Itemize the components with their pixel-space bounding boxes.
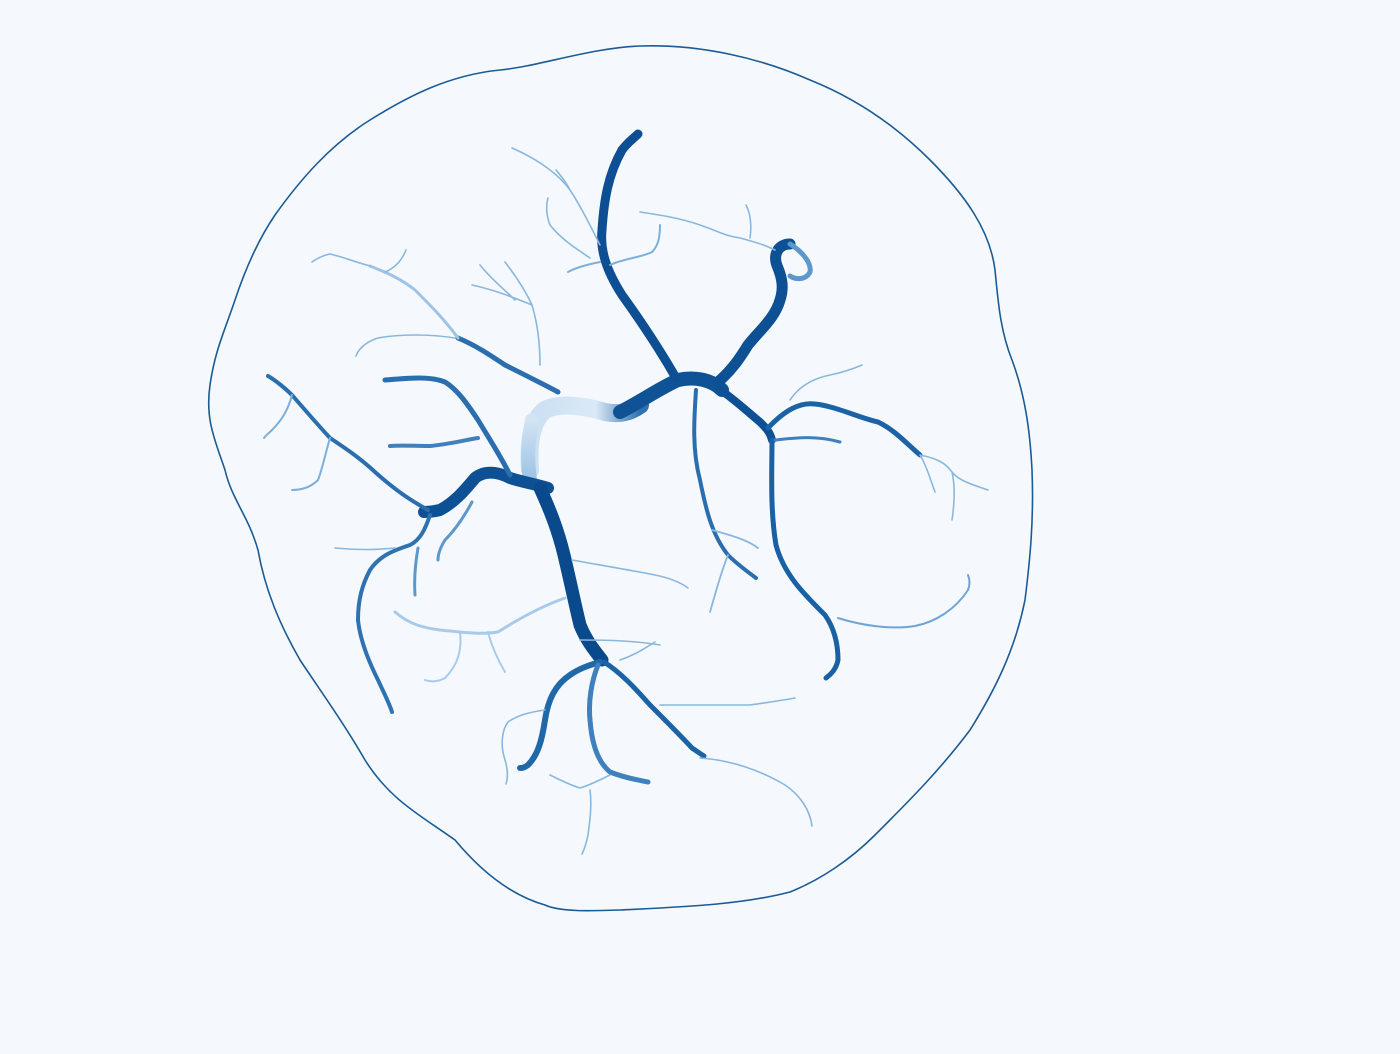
curl-vessel [787, 241, 813, 282]
right-fine-twig-1 [919, 454, 989, 521]
lower-fork-right-vessel [601, 659, 707, 759]
left-mid-vessel [388, 436, 480, 448]
left-fine-twig [334, 547, 396, 551]
upper-twig-3 [545, 197, 591, 259]
upper-left-vessel [455, 335, 561, 395]
mid-descending-vessel [692, 388, 758, 580]
right-descending-vessel [769, 437, 841, 681]
upper-twig-1 [567, 224, 661, 273]
upper-left-twig-1 [311, 249, 407, 273]
central-pale-vessel-stem [521, 413, 539, 487]
upper-trunk-vessel [597, 129, 681, 383]
upper-left-twig-2 [471, 261, 541, 366]
lower-fork-mid-vessel [587, 662, 651, 785]
right-lower-twig [773, 436, 842, 444]
right-fine-twig-2 [789, 364, 863, 401]
lower-trunk-vessel [533, 481, 609, 667]
upper-right-trunk-vessel [712, 238, 796, 388]
left-lower-twig [413, 500, 474, 597]
lower-pale-twig [424, 631, 506, 683]
left-hub-vessel [418, 466, 554, 518]
right-horizontal-vessel [765, 401, 923, 458]
lower-pale-branch [393, 596, 567, 635]
left-upper-vessel [382, 375, 513, 478]
upper-left-twig-3 [355, 334, 456, 357]
upper-right-twig [639, 204, 776, 251]
lower-fine-twigs [501, 641, 813, 855]
left-far-twig [263, 394, 331, 491]
upper-twig-2 [511, 147, 601, 246]
left-lower-vessel [356, 513, 432, 714]
right-arc-twig [837, 574, 971, 629]
upper-left-pale-vessel [368, 264, 460, 340]
lower-fork-left-vessel [517, 659, 603, 771]
boundary-outline [207, 45, 1034, 912]
right-trunk-vessel [714, 384, 776, 444]
mid-twig-1 [709, 529, 759, 613]
hub-connector-vessel [613, 371, 729, 419]
